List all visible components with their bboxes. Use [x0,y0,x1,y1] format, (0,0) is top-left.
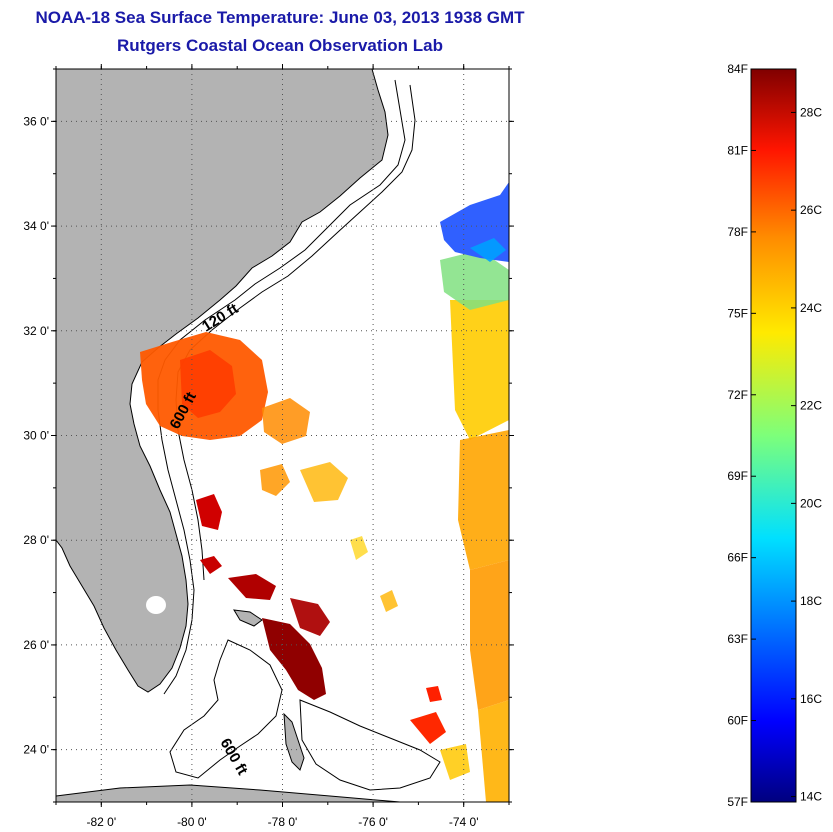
land-cuba [56,784,401,802]
colorbar-c-label: 20C [800,496,822,510]
colorbar-gradient [750,68,797,803]
colorbar-f-label: 60F [727,714,748,728]
colorbar-c-label: 24C [800,301,822,315]
colorbar-c-label: 28C [800,105,822,119]
lat-tick-label: 26 0' [23,638,49,652]
land-us-coast [56,69,389,693]
lat-tick-label: 24 0' [23,743,49,757]
land-bahamas-2 [233,609,263,627]
contour-bahamas [169,639,283,779]
lon-tick-label: -76 0' [358,815,388,829]
lat-tick-label: 30 0' [23,429,49,443]
contour-600ft [175,84,416,581]
lake-okeechobee [146,596,166,614]
colorbar-c-label: 22C [800,399,822,413]
chart-subtitle: Rutgers Coastal Ocean Observation Lab [117,36,443,55]
map-axes: 36 0' 34 0' 32 0' 30 0' 28 0' 26 0' 24 0' -82 0… [23,64,514,829]
lon-tick-label: -80 0' [177,815,207,829]
lat-tick-label: 28 0' [23,533,49,547]
colorbar-f-label: 78F [727,225,748,239]
lat-tick-label: 32 0' [23,324,49,338]
colorbar-f-label: 66F [727,551,748,565]
colorbar-f-label: 63F [727,632,748,646]
colorbar-f-label: 75F [727,306,748,320]
lon-tick-label: -74 0' [449,815,479,829]
lat-tick-label: 34 0' [23,219,49,233]
chart-title: NOAA-18 Sea Surface Temperature: June 03… [35,8,525,27]
colorbar-f-label: 57F [727,795,748,809]
grid-lines [56,69,509,802]
colorbar-f-label: 72F [727,388,748,402]
colorbar-f-label: 69F [727,469,748,483]
sst-patches [140,182,509,802]
colorbar-c-label: 26C [800,203,822,217]
colorbar-c-label: 18C [800,594,822,608]
lon-tick-label: -78 0' [268,815,298,829]
colorbar-f-label: 84F [727,62,748,76]
colorbar-ticks: 84F 81F 78F 75F 72F 69F 66F 63F 60F 57F 28C 26C 24C 2… [727,62,822,809]
contour-bahamas-east [299,699,441,791]
colorbar-c-label: 16C [800,692,822,706]
colorbar-f-label: 81F [727,143,748,157]
lat-tick-label: 36 0' [23,114,49,128]
lon-tick-label: -82 0' [86,815,116,829]
land-bahamas [283,712,305,771]
colorbar: 84F 81F 78F 75F 72F 69F 66F 63F 60F 57F 28C 26C 24C 2… [727,62,822,809]
colorbar-c-label: 14C [800,790,822,804]
